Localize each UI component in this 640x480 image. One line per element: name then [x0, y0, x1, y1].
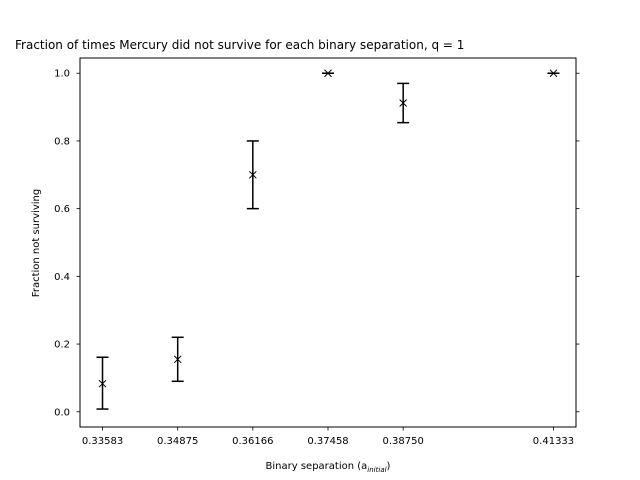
data-point: [98, 379, 107, 388]
data-point: [399, 99, 408, 107]
marker-group: [98, 69, 558, 388]
x-tick-label: 0.33583: [82, 436, 123, 447]
x-tick-label: 0.37458: [307, 436, 348, 447]
plot-frame: [79, 57, 577, 428]
y-tick-label: 1.0: [54, 69, 70, 80]
y-axis-label: Fraction not surviving: [31, 189, 42, 297]
data-point: [549, 69, 558, 78]
tick-group: 0.33583 0.34875 0.36166 0.37458 0.38750 0.413…: [54, 69, 580, 447]
x-tick-label: 0.36166: [232, 436, 273, 447]
y-tick-label: 0.8: [54, 136, 70, 147]
y-tick-label: 0.0: [54, 407, 70, 418]
error-bar-group: [96, 72, 560, 410]
data-point: [324, 69, 332, 78]
x-tick-label: 0.41333: [533, 436, 574, 447]
data-point: [173, 355, 182, 364]
x-axis-label-end: ): [387, 461, 391, 472]
y-tick-label: 0.6: [54, 204, 70, 215]
x-axis-label-subscript: initial: [367, 466, 386, 474]
x-axis-label: Binary separation (ainitial): [266, 461, 391, 474]
chart-title: Fraction of times Mercury did not surviv…: [15, 38, 464, 52]
y-tick-label: 0.2: [54, 340, 70, 351]
x-tick-label: 0.34875: [157, 436, 198, 447]
data-point: [248, 170, 257, 179]
y-tick-label: 0.4: [54, 272, 70, 283]
x-axis-label-main: Binary separation (a: [266, 461, 368, 472]
x-tick-label: 0.38750: [383, 436, 424, 447]
